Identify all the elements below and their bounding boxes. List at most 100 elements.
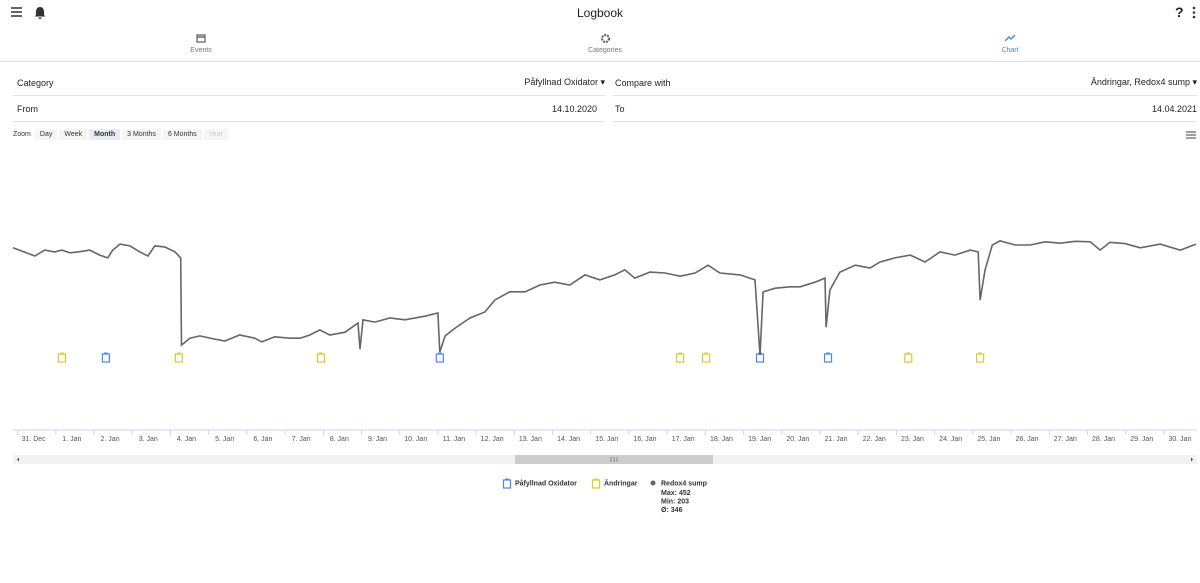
flag-clip xyxy=(678,352,682,355)
zoom-button[interactable]: Year xyxy=(203,129,228,140)
legend-stat-value: 346 xyxy=(671,507,683,514)
chart: 31. Dec 1. Jan 2. Jan 3. Jan 4. Jan 5. Jan 6. … xyxy=(12,240,1197,514)
more-button[interactable] xyxy=(1192,6,1196,19)
x-tick-label: 15. Jan xyxy=(595,436,618,443)
to-label: To xyxy=(615,103,625,114)
x-tick-label: 19. Jan xyxy=(748,436,771,443)
x-tick-label: 24. Jan xyxy=(939,436,962,443)
zoom-button[interactable]: Week xyxy=(59,129,88,140)
zoom-button[interactable]: Day xyxy=(34,129,58,140)
from-row[interactable]: From 14.10.2020 xyxy=(13,96,605,122)
x-tick-label: 29. Jan xyxy=(1130,436,1153,443)
x-tick-label: 30. Jan xyxy=(1168,436,1191,443)
x-tick-label: 7. Jan xyxy=(292,436,311,443)
to-row[interactable]: To 14.04.2021 xyxy=(613,96,1197,122)
zoom-label: Zoom xyxy=(13,131,31,138)
from-value: 14.10.2020 xyxy=(551,103,597,114)
flag-body xyxy=(976,353,985,363)
event-flag xyxy=(976,352,985,363)
category-label: Category xyxy=(17,77,54,88)
legend-stat-value: 203 xyxy=(677,499,689,506)
compare-value: Ändringar, Redox4 sump xyxy=(1090,77,1190,87)
events-icon xyxy=(196,34,206,43)
x-tick-label: 16. Jan xyxy=(634,436,657,443)
flag-clip xyxy=(826,352,830,355)
flag-clip xyxy=(505,478,509,481)
category-value: Påfyllnad Oxidator xyxy=(524,77,598,87)
flag-body xyxy=(101,353,110,363)
legend-symbol xyxy=(591,478,601,489)
zoom-bar: Zoom Day Week Month 3 Months 6 Months Year xyxy=(13,129,230,140)
x-tick-label: 4. Jan xyxy=(177,436,196,443)
x-tick-label: 5. Jan xyxy=(215,436,234,443)
legend-label: Ändringar xyxy=(604,480,638,488)
event-flag xyxy=(101,352,110,363)
chart-menu[interactable] xyxy=(1186,131,1196,139)
event-flag xyxy=(823,352,833,363)
from-label: From xyxy=(17,103,38,114)
x-tick-label: 11. Jan xyxy=(443,436,466,443)
x-tick-label: 10. Jan xyxy=(404,436,427,443)
flag-body xyxy=(316,353,326,363)
legend-label: Påfyllnad Oxidator xyxy=(515,480,577,488)
legend-stat-label: Min: xyxy=(661,499,675,506)
x-tick-label: 31. Dec xyxy=(22,436,47,443)
zoom-button[interactable]: 6 Months xyxy=(162,129,202,140)
zoom-button[interactable]: 3 Months xyxy=(122,129,161,140)
x-tick-label: 27. Jan xyxy=(1054,436,1077,443)
notifications-button[interactable] xyxy=(34,6,46,19)
page-title: Logbook xyxy=(576,6,624,20)
menu-button[interactable] xyxy=(11,7,23,17)
flag-clip xyxy=(177,352,181,355)
legend-stat-label: Max: xyxy=(661,490,677,497)
x-tick-label: 9. Jan xyxy=(368,436,387,443)
event-flag xyxy=(316,352,326,363)
legend-symbol xyxy=(502,478,512,489)
line xyxy=(12,240,1197,356)
flag-clip xyxy=(104,352,108,355)
flag-body xyxy=(823,353,833,363)
event-flag xyxy=(702,352,711,363)
x-tick-label: 12. Jan xyxy=(481,436,504,443)
x-tick-label: 17. Jan xyxy=(672,436,695,443)
category-row[interactable]: Category Påfyllnad Oxidator ▾ xyxy=(13,70,605,96)
flag-body xyxy=(174,353,183,363)
x-tick-label: 28. Jan xyxy=(1092,436,1115,443)
event-flag xyxy=(174,352,183,363)
event-flag xyxy=(57,352,67,363)
x-tick-label: 22. Jan xyxy=(863,436,886,443)
x-tick-label: 20. Jan xyxy=(786,436,809,443)
flag-body xyxy=(502,479,512,489)
flag-body xyxy=(904,353,913,363)
x-tick-label: 1. Jan xyxy=(62,436,81,443)
flag-clip xyxy=(60,352,64,355)
flag-body xyxy=(57,353,67,363)
legend-label: Redox4 sump xyxy=(661,481,707,488)
compare-row[interactable]: Compare with Ändringar, Redox4 sump ▾ xyxy=(613,70,1197,96)
tab-events[interactable]: Events xyxy=(190,47,212,54)
flag-clip xyxy=(704,352,708,355)
flag-clip xyxy=(319,352,323,355)
x-tick-label: 2. Jan xyxy=(101,436,120,443)
legend-symbol xyxy=(650,480,656,486)
x-tick-label: 25. Jan xyxy=(977,436,1000,443)
x-tick-label: 14. Jan xyxy=(557,436,580,443)
event-flag xyxy=(676,352,685,363)
event-flag xyxy=(435,352,444,363)
legend-stat-label: Ø: xyxy=(661,507,669,514)
chart-icon xyxy=(1004,34,1016,42)
x-tick-label: 8. Jan xyxy=(330,436,349,443)
flag-clip xyxy=(978,352,982,355)
help-button[interactable]: ? xyxy=(1175,4,1184,20)
zoom-button[interactable]: Month xyxy=(89,129,121,140)
x-tick-label: 21. Jan xyxy=(825,436,848,443)
x-tick-label: 13. Jan xyxy=(519,436,542,443)
app-bar: Logbook ? Events Categories Chart xyxy=(0,0,1200,62)
flag-body xyxy=(435,353,444,363)
tab-categories[interactable]: Categories xyxy=(588,47,622,54)
x-tick-label: 6. Jan xyxy=(253,436,272,443)
flag-clip xyxy=(594,478,598,481)
tab-chart[interactable]: Chart xyxy=(1001,47,1019,54)
flag-clip xyxy=(438,352,442,355)
